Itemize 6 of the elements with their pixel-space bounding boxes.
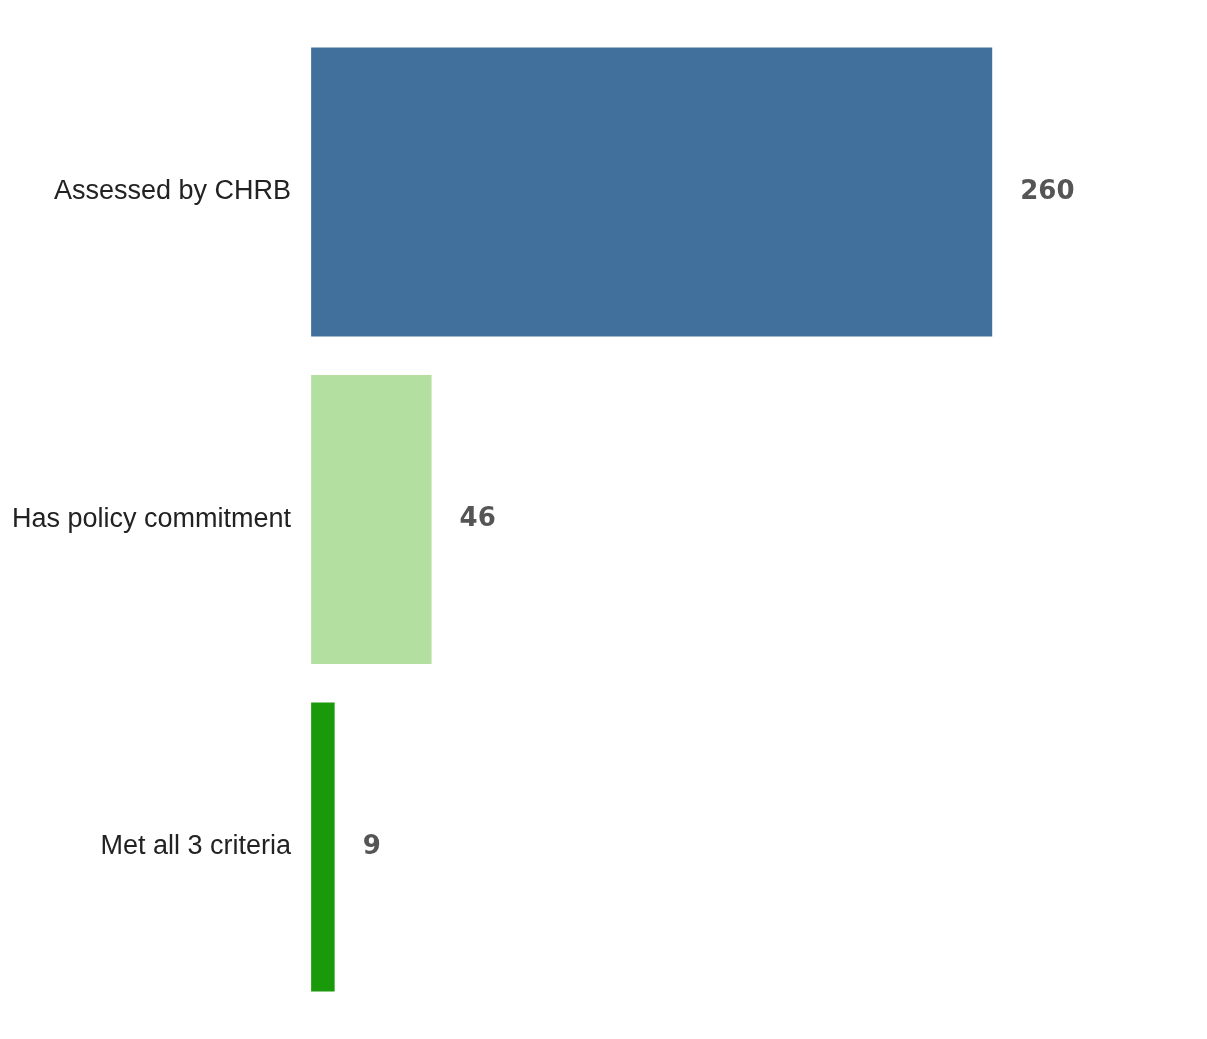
y-tick-label: Has policy commitment [11, 502, 292, 533]
y-tick-label: Met all 3 criteria [100, 830, 293, 861]
y-tick-label: Assessed by CHRB [53, 175, 292, 206]
data-label: 260 [1020, 174, 1075, 205]
data-label: 46 [459, 502, 496, 533]
data-label: 9 [362, 829, 381, 860]
